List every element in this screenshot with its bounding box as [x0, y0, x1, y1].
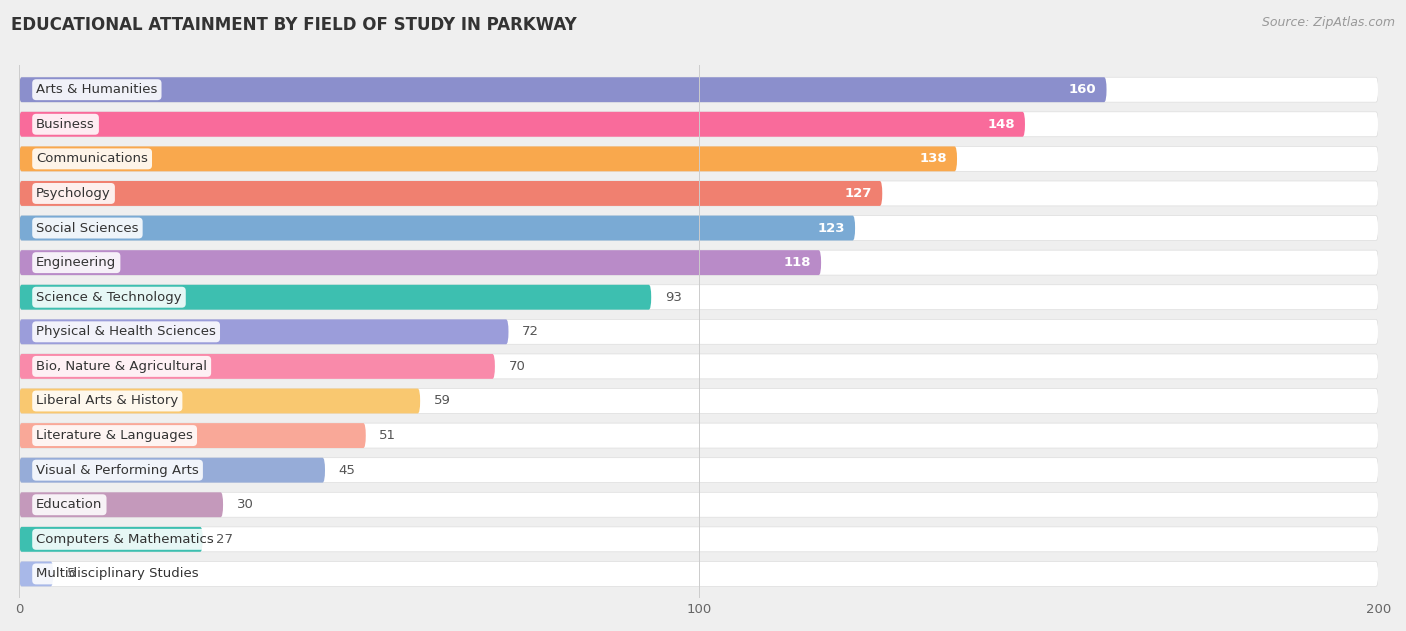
Text: Source: ZipAtlas.com: Source: ZipAtlas.com [1261, 16, 1395, 29]
FancyBboxPatch shape [20, 389, 1378, 413]
FancyBboxPatch shape [20, 250, 1378, 275]
FancyBboxPatch shape [20, 354, 495, 379]
FancyBboxPatch shape [20, 77, 1107, 102]
FancyBboxPatch shape [20, 285, 1378, 310]
Text: Multidisciplinary Studies: Multidisciplinary Studies [37, 567, 198, 581]
FancyBboxPatch shape [20, 389, 420, 413]
FancyBboxPatch shape [20, 250, 821, 275]
FancyBboxPatch shape [20, 112, 1025, 137]
FancyBboxPatch shape [20, 216, 1378, 240]
Text: 27: 27 [217, 533, 233, 546]
FancyBboxPatch shape [20, 112, 1378, 137]
Text: Arts & Humanities: Arts & Humanities [37, 83, 157, 96]
FancyBboxPatch shape [20, 457, 325, 483]
Text: Education: Education [37, 498, 103, 511]
Text: 148: 148 [987, 118, 1015, 131]
Text: 30: 30 [236, 498, 253, 511]
FancyBboxPatch shape [20, 181, 883, 206]
FancyBboxPatch shape [20, 146, 1378, 172]
Text: 45: 45 [339, 464, 356, 476]
Text: 51: 51 [380, 429, 396, 442]
Text: Psychology: Psychology [37, 187, 111, 200]
Text: 70: 70 [509, 360, 526, 373]
FancyBboxPatch shape [20, 423, 1378, 448]
FancyBboxPatch shape [20, 216, 855, 240]
Text: Engineering: Engineering [37, 256, 117, 269]
FancyBboxPatch shape [20, 423, 366, 448]
FancyBboxPatch shape [20, 319, 1378, 345]
Text: 160: 160 [1069, 83, 1097, 96]
Text: Literature & Languages: Literature & Languages [37, 429, 193, 442]
FancyBboxPatch shape [20, 562, 53, 586]
FancyBboxPatch shape [20, 457, 1378, 483]
FancyBboxPatch shape [20, 527, 1378, 551]
Text: EDUCATIONAL ATTAINMENT BY FIELD OF STUDY IN PARKWAY: EDUCATIONAL ATTAINMENT BY FIELD OF STUDY… [11, 16, 576, 34]
FancyBboxPatch shape [20, 146, 957, 172]
Text: 118: 118 [783, 256, 811, 269]
Text: Science & Technology: Science & Technology [37, 291, 181, 304]
FancyBboxPatch shape [20, 354, 1378, 379]
Text: Visual & Performing Arts: Visual & Performing Arts [37, 464, 198, 476]
FancyBboxPatch shape [20, 181, 1378, 206]
FancyBboxPatch shape [20, 527, 202, 551]
Text: Communications: Communications [37, 152, 148, 165]
FancyBboxPatch shape [20, 492, 1378, 517]
Text: Business: Business [37, 118, 96, 131]
FancyBboxPatch shape [20, 562, 1378, 586]
FancyBboxPatch shape [20, 319, 509, 345]
Text: Bio, Nature & Agricultural: Bio, Nature & Agricultural [37, 360, 207, 373]
Text: 123: 123 [817, 221, 845, 235]
Text: Physical & Health Sciences: Physical & Health Sciences [37, 326, 217, 338]
Text: 59: 59 [433, 394, 450, 408]
Text: 93: 93 [665, 291, 682, 304]
Text: Computers & Mathematics: Computers & Mathematics [37, 533, 214, 546]
FancyBboxPatch shape [20, 77, 1378, 102]
Text: 127: 127 [845, 187, 872, 200]
Text: 5: 5 [66, 567, 76, 581]
FancyBboxPatch shape [20, 285, 651, 310]
FancyBboxPatch shape [20, 492, 224, 517]
Text: 72: 72 [522, 326, 538, 338]
Text: Liberal Arts & History: Liberal Arts & History [37, 394, 179, 408]
Text: 138: 138 [920, 152, 946, 165]
Text: Social Sciences: Social Sciences [37, 221, 139, 235]
